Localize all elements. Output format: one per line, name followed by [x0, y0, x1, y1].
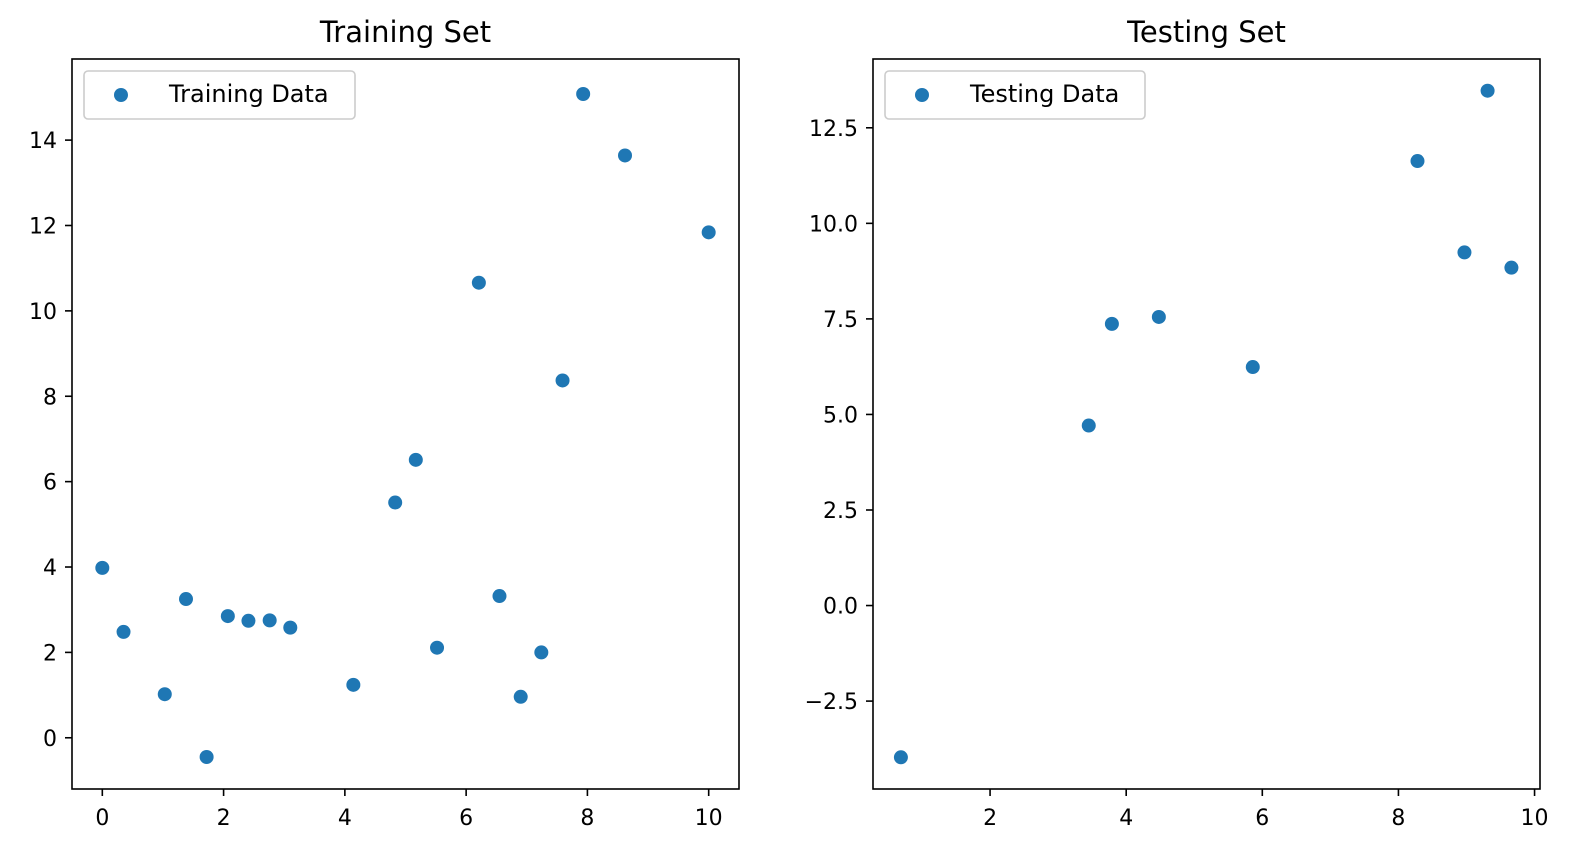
testing-data-point — [1104, 316, 1119, 331]
testing-data-point — [1410, 154, 1425, 169]
training-data-point — [388, 495, 403, 510]
testing-x-tick-label: 2 — [983, 806, 997, 831]
training-data-point — [283, 620, 298, 635]
testing-y-tick-label: 2.5 — [823, 499, 858, 524]
training-y-tick-label: 0 — [43, 727, 57, 752]
training-data-point — [430, 640, 445, 655]
testing-x-tick-label: 6 — [1255, 806, 1269, 831]
testing-data-point — [1504, 260, 1519, 275]
testing-y-tick-label: 5.0 — [823, 403, 858, 428]
testing-data-point — [1245, 360, 1260, 375]
training-y-tick-label: 10 — [29, 300, 57, 325]
testing-data-point — [1151, 309, 1166, 324]
training-legend-box — [83, 70, 356, 120]
training-legend: Training Data — [83, 70, 356, 120]
training-data-point — [701, 225, 716, 240]
testing-y-tick-label: −2.5 — [805, 690, 858, 715]
training-data-point — [492, 589, 507, 604]
training-x-tick-label: 2 — [217, 806, 231, 831]
testing-y-tick-label: 0.0 — [823, 595, 858, 620]
testing-x-tick-label: 10 — [1521, 806, 1549, 831]
training-data-point — [576, 87, 591, 102]
testing-legend: Testing Data — [884, 70, 1146, 120]
training-data-point — [157, 687, 172, 702]
training-y-tick-label: 8 — [43, 385, 57, 410]
training-y-tick-label: 14 — [29, 129, 57, 154]
training-legend-marker — [114, 88, 128, 102]
training-x-tick-label: 10 — [695, 806, 723, 831]
training-data-point — [513, 689, 528, 704]
testing-legend-label: Testing Data — [969, 80, 1119, 108]
training-y-tick-label: 6 — [43, 471, 57, 496]
training-chart-title: Training Set — [319, 15, 491, 49]
testing-data-point — [893, 750, 908, 765]
training-data-point — [178, 592, 193, 607]
testing-legend-marker — [915, 88, 929, 102]
testing-axes-frame — [872, 58, 1541, 790]
training-data-point — [534, 645, 549, 660]
training-data-point — [262, 613, 277, 628]
training-y-tick-label: 12 — [29, 214, 57, 239]
training-data-point — [618, 148, 633, 163]
training-data-point — [555, 373, 570, 388]
testing-data-point — [1457, 245, 1472, 260]
training-data-point — [471, 275, 486, 290]
training-data-point — [346, 677, 361, 692]
training-y-tick-label: 2 — [43, 641, 57, 666]
training-data-point — [95, 560, 110, 575]
training-data-point — [241, 613, 256, 628]
training-x-tick-label: 4 — [338, 806, 352, 831]
training-x-tick-label: 8 — [580, 806, 594, 831]
testing-y-tick-label: 12.5 — [809, 117, 858, 142]
testing-x-tick-label: 8 — [1391, 806, 1405, 831]
testing-data-point — [1480, 83, 1495, 98]
training-chart: Training Set 0 2 4 6 8 10 0 2 4 6 8 10 12 14 Training D… — [29, 15, 740, 831]
training-x-tick-label: 0 — [95, 806, 109, 831]
testing-chart: Testing Set 2 4 6 8 10 −2.5 0.0 2.5 5.0 7.5 10.0 12.… — [805, 15, 1549, 831]
training-axes-frame — [71, 58, 740, 790]
training-x-tick-label: 6 — [459, 806, 473, 831]
training-legend-label: Training Data — [168, 80, 329, 108]
testing-y-tick-label: 10.0 — [809, 212, 858, 237]
training-data-point — [220, 609, 235, 624]
testing-legend-box — [884, 70, 1146, 120]
training-y-tick-label: 4 — [43, 556, 57, 581]
testing-data-point — [1081, 418, 1096, 433]
training-data-point — [199, 749, 214, 764]
training-data-point — [116, 624, 131, 639]
testing-chart-title: Testing Set — [1126, 15, 1286, 49]
testing-x-tick-label: 4 — [1119, 806, 1133, 831]
training-data-point — [408, 452, 423, 467]
testing-y-tick-label: 7.5 — [823, 308, 858, 333]
